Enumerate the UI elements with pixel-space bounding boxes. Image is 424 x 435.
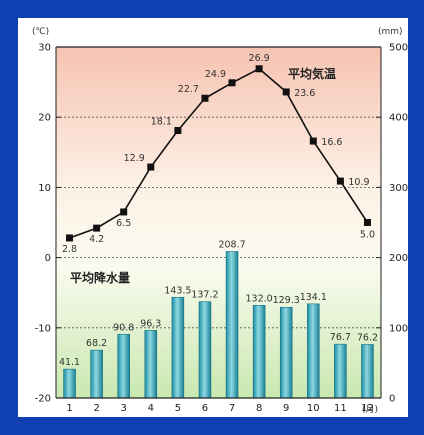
temperature-point xyxy=(228,79,236,87)
precipitation-bar xyxy=(144,330,158,399)
precipitation-value-label: 76.2 xyxy=(357,333,378,344)
precipitation-bar xyxy=(171,296,185,399)
temperature-point xyxy=(282,88,290,96)
right-axis-unit: (mm) xyxy=(378,27,403,37)
x-tick-label: 5 xyxy=(175,403,181,414)
precipitation-value-label: 41.1 xyxy=(59,357,80,368)
precipitation-value-label: 134.1 xyxy=(300,292,327,303)
temperature-line xyxy=(66,65,371,242)
temperature-labels: 2.8 4.2 6.5 12.9 18.1 22.7 24.9 26.9 23.6 16.6 10.… xyxy=(62,53,375,255)
x-tick-label: 8 xyxy=(256,403,262,414)
precipitation-bar xyxy=(307,303,320,399)
left-tick-label: -20 xyxy=(35,394,51,405)
precipitation-bar xyxy=(361,344,374,399)
temperature-point xyxy=(93,224,101,232)
precipitation-value-label: 90.8 xyxy=(113,322,134,333)
left-tick-label: 20 xyxy=(38,113,51,124)
temperature-point xyxy=(147,163,155,171)
temperature-value-label: 4.2 xyxy=(89,234,104,245)
x-tick-label: 11 xyxy=(334,403,347,414)
temperature-value-label: 6.5 xyxy=(116,218,131,229)
left-tick-label: 0 xyxy=(45,253,51,264)
temperature-polyline xyxy=(69,67,369,239)
precipitation-bar xyxy=(279,306,293,399)
temperature-value-label: 23.6 xyxy=(294,88,315,99)
x-tick-label: 3 xyxy=(121,403,127,414)
temperature-point xyxy=(255,65,263,73)
x-tick-label: 2 xyxy=(93,403,99,414)
temperature-value-label: 24.9 xyxy=(205,69,226,80)
temperature-point xyxy=(174,127,182,135)
x-tick-label: 7 xyxy=(229,403,235,414)
left-tick-label: -10 xyxy=(35,323,51,334)
precipitation-value-label: 129.3 xyxy=(273,295,300,306)
temperature-point xyxy=(201,94,209,102)
x-tick-label: 12 xyxy=(361,403,374,414)
precipitation-bar xyxy=(198,301,212,399)
x-tick-label: 6 xyxy=(202,403,208,414)
precipitation-value-label: 96.3 xyxy=(140,318,161,329)
left-tick-label: 30 xyxy=(38,43,51,54)
temperature-value-label: 12.9 xyxy=(124,153,145,164)
temperature-value-label: 10.9 xyxy=(348,177,369,188)
temperature-value-label: 26.9 xyxy=(249,53,270,64)
precipitation-bar xyxy=(334,343,347,399)
right-tick-label: 400 xyxy=(389,113,408,124)
precipitation-value-label: 143.5 xyxy=(164,285,191,296)
temperature-series-name: 平均気温 xyxy=(288,66,336,81)
precipitation-value-label: 68.2 xyxy=(86,338,107,349)
temperature-value-label: 18.1 xyxy=(151,117,172,128)
chart-frame: 41.1 68.2 90.8 96.3 143.5 137.2 208.7 132.0 129.… xyxy=(18,18,408,417)
right-tick-label: 100 xyxy=(389,323,408,334)
temperature-point xyxy=(66,234,74,242)
x-axis-unit: (月) xyxy=(362,404,378,415)
right-tick-label: 500 xyxy=(389,43,408,54)
precipitation-value-label: 132.0 xyxy=(246,293,273,304)
temperature-point xyxy=(363,219,371,226)
climate-chart: 41.1 68.2 90.8 96.3 143.5 137.2 208.7 132.0 129.… xyxy=(32,27,408,415)
precipitation-bar xyxy=(90,349,103,399)
left-tick-label: 10 xyxy=(38,183,51,194)
x-tick-label: 4 xyxy=(148,403,154,414)
precipitation-bar xyxy=(63,368,76,399)
precipitation-value-label: 76.7 xyxy=(330,332,351,343)
temperature-value-label: 16.6 xyxy=(321,137,342,148)
left-axis-unit: (℃) xyxy=(32,27,49,37)
right-tick-label: 200 xyxy=(389,253,408,264)
temperature-value-label: 2.8 xyxy=(62,244,77,255)
x-tick-label: 1 xyxy=(66,403,72,414)
precipitation-bar xyxy=(225,251,239,399)
x-tick-label: 9 xyxy=(283,403,289,414)
precipitation-value-label: 137.2 xyxy=(191,290,218,301)
temperature-value-label: 22.7 xyxy=(178,84,199,95)
right-tick-label: 300 xyxy=(389,183,408,194)
right-tick-label: 0 xyxy=(389,394,395,405)
temperature-point xyxy=(336,177,344,185)
precipitation-bar xyxy=(252,305,266,399)
temperature-value-label: 5.0 xyxy=(360,230,375,241)
temperature-point xyxy=(120,208,128,216)
x-tick-label: 10 xyxy=(307,403,320,414)
temperature-point xyxy=(309,137,317,145)
precipitation-bar xyxy=(117,333,130,399)
precipitation-series-name: 平均降水量 xyxy=(70,270,130,285)
precipitation-labels: 41.1 68.2 90.8 96.3 143.5 137.2 208.7 132.0 129.… xyxy=(59,239,378,368)
precipitation-value-label: 208.7 xyxy=(218,239,245,250)
plot-background xyxy=(56,47,381,398)
